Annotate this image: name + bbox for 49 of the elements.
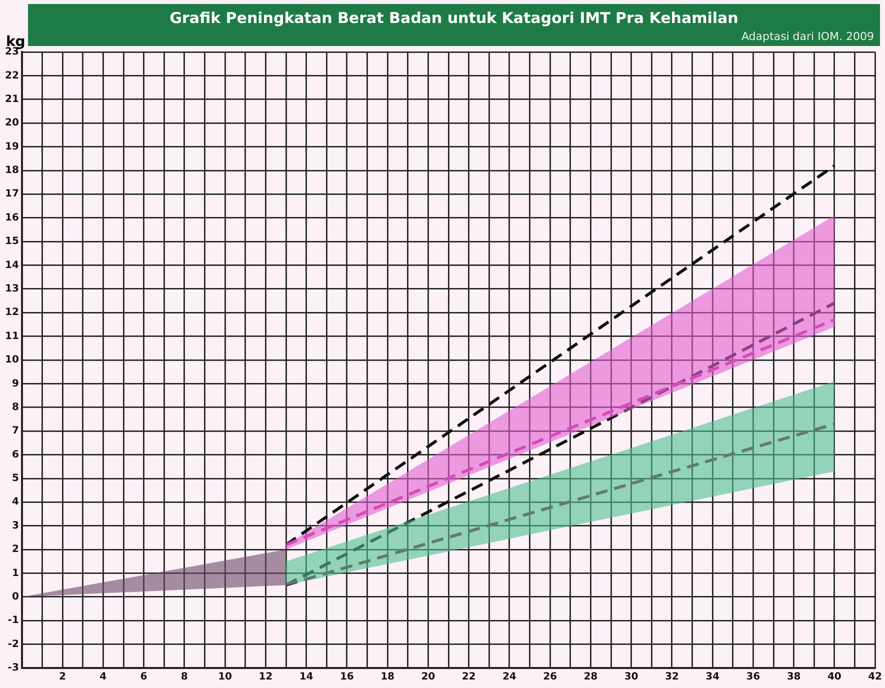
x-tick-label: 6 bbox=[140, 672, 148, 683]
chart-title: Grafik Peningkatan Berat Badan untuk Katagori IMT Pra Kehamilan bbox=[168, 9, 740, 27]
y-tick-label: 3 bbox=[12, 520, 19, 532]
y-tick-label: 14 bbox=[4, 260, 19, 271]
y-tick-label: 12 bbox=[4, 307, 19, 318]
x-tick-label: 30 bbox=[624, 672, 638, 683]
x-tick-label: 2 bbox=[59, 672, 66, 683]
y-tick-label: 22 bbox=[4, 70, 19, 82]
y-tick-label: -1 bbox=[8, 615, 19, 626]
x-tick-label: 28 bbox=[584, 672, 598, 683]
y-tick-label: 7 bbox=[12, 426, 19, 437]
x-tick-label: 22 bbox=[462, 672, 476, 683]
x-tick-label: 4 bbox=[100, 672, 107, 683]
y-tick-label: 16 bbox=[4, 212, 19, 224]
x-tick-label: 20 bbox=[421, 672, 436, 683]
y-tick-label: 5 bbox=[12, 473, 19, 484]
y-tick-label: 9 bbox=[12, 378, 19, 390]
x-tick-label: 34 bbox=[706, 672, 720, 683]
text: Adaptasi dari IOM. 2009 bbox=[741, 30, 874, 43]
y-tick-label: 6 bbox=[12, 449, 19, 460]
y-tick-label: 1 bbox=[12, 568, 19, 579]
y-tick-label: 0 bbox=[12, 592, 19, 603]
x-tick-label: 24 bbox=[502, 672, 516, 683]
x-tick-label: 32 bbox=[664, 672, 679, 683]
x-tick-label: 26 bbox=[543, 672, 558, 683]
y-tick-label: 10 bbox=[4, 354, 19, 366]
y-tick-label: 13 bbox=[4, 284, 19, 295]
x-tick-label: 8 bbox=[180, 672, 188, 683]
y-tick-label: -3 bbox=[8, 662, 19, 674]
x-tick-label: 40 bbox=[827, 672, 842, 683]
y-tick-label: 19 bbox=[4, 141, 19, 152]
y-tick-label: 11 bbox=[4, 330, 19, 342]
x-tick-label: 18 bbox=[380, 672, 395, 683]
y-tick-label: 2 bbox=[12, 544, 19, 556]
y-tick-label: 21 bbox=[4, 94, 19, 105]
y-tick-label: 17 bbox=[4, 188, 19, 200]
y-tick-label: 18 bbox=[4, 165, 19, 176]
y-tick-label: 15 bbox=[4, 236, 19, 248]
x-tick-label: 10 bbox=[218, 672, 232, 683]
x-tick-label: 42 bbox=[868, 672, 882, 683]
x-tick-label: 36 bbox=[746, 672, 760, 683]
y-tick-label: 20 bbox=[4, 118, 19, 129]
x-tick-label: 16 bbox=[340, 672, 354, 683]
x-tick-label: 12 bbox=[258, 672, 273, 683]
x-tick-label: 38 bbox=[786, 672, 801, 683]
x-tick-label: 14 bbox=[299, 672, 314, 683]
y-tick-label: 4 bbox=[12, 496, 19, 508]
y-tick-label: -2 bbox=[8, 638, 19, 650]
y-tick-label: 8 bbox=[12, 402, 19, 413]
